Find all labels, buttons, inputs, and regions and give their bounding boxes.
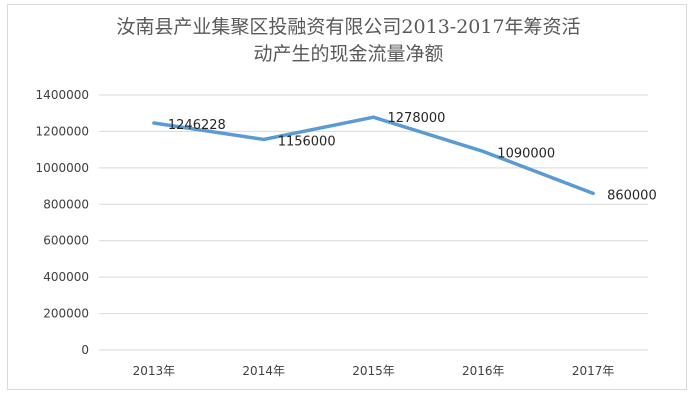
y-tick-label: 1000000 (36, 161, 89, 175)
y-tick-label: 0 (81, 343, 89, 357)
chart-title: 汝南县产业集聚区投融资有限公司2013-2017年筹资活 动产生的现金流量净额 (0, 14, 697, 68)
x-tick-label: 2015年 (352, 364, 395, 378)
y-tick-label: 600000 (43, 234, 89, 248)
chart-frame (7, 4, 687, 390)
data-label: 1246228 (168, 118, 226, 133)
x-tick-label: 2013年 (133, 364, 176, 378)
y-tick-label: 200000 (43, 307, 89, 321)
data-labels: 1246228 1156000 1278000 1090000 860000 (168, 111, 657, 203)
y-axis-tick-labels: 0 200000 400000 600000 800000 1000000 1200000 1… (36, 88, 89, 357)
data-point (152, 121, 156, 125)
y-tick-label: 800000 (43, 197, 89, 211)
x-tick-label: 2014年 (242, 364, 285, 378)
x-tick-label: 2017年 (572, 364, 615, 378)
data-point (481, 149, 485, 153)
data-point (262, 137, 266, 141)
y-tick-label: 1200000 (36, 124, 89, 138)
chart-title-line-2: 动产生的现金流量净额 (253, 43, 444, 65)
chart-title-line-1: 汝南县产业集聚区投融资有限公司2013-2017年筹资活 (116, 16, 581, 38)
data-label: 1278000 (388, 111, 446, 126)
bottom-strip (0, 394, 697, 404)
y-tick-label: 400000 (43, 270, 89, 284)
data-label: 1156000 (278, 134, 336, 149)
x-axis-tick-labels: 2013年 2014年 2015年 2016年 2017年 (133, 364, 615, 378)
data-point (372, 115, 375, 119)
data-label: 1090000 (497, 146, 555, 161)
data-point (591, 191, 595, 195)
series-layer (152, 115, 595, 196)
gridlines (99, 94, 648, 351)
x-tick-label: 2016年 (462, 364, 505, 378)
data-label: 860000 (607, 188, 657, 203)
y-tick-label: 1400000 (36, 88, 89, 102)
